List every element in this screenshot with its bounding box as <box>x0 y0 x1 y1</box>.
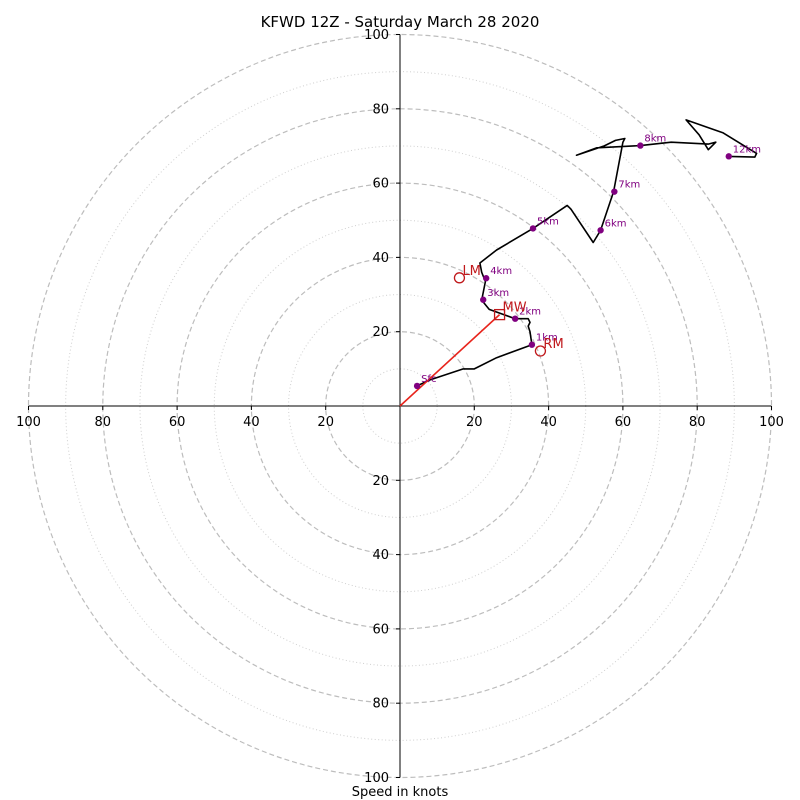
storm-motion-marker-MW <box>493 308 506 321</box>
height-label-2km: 2km <box>519 307 541 318</box>
height-dot-3km <box>480 296 487 303</box>
y-tick-label-neg-20: 20 <box>372 474 389 489</box>
y-tick-label-neg-100: 100 <box>364 771 389 786</box>
height-label-5km: 5km <box>537 216 559 227</box>
height-label-3km: 3km <box>487 288 509 299</box>
storm-motion-marker-RM <box>534 345 547 357</box>
x-tick-label-neg-40: 40 <box>243 415 260 430</box>
y-tick-label-pos-80: 80 <box>372 102 389 117</box>
tick-labels: 20 20 20 20 40 40 40 40 60 60 60 60 80 80 80 80 100 100 10… <box>16 28 784 786</box>
shear-vector-line <box>399 314 501 407</box>
height-label-8km: 8km <box>644 134 666 145</box>
x-tick-label-pos-60: 60 <box>615 415 632 430</box>
height-label-Sfc: Sfc <box>421 374 436 385</box>
height-label-6km: 6km <box>605 218 627 229</box>
y-tick-label-neg-40: 40 <box>372 548 389 563</box>
y-tick-label-neg-60: 60 <box>372 622 389 637</box>
height-label-12km: 12km <box>733 144 761 155</box>
hodograph-series <box>416 119 758 387</box>
x-tick-label-pos-40: 40 <box>540 415 557 430</box>
height-dot-8km <box>637 142 644 149</box>
y-tick-label-pos-40: 40 <box>372 251 389 266</box>
y-tick-label-pos-60: 60 <box>372 177 389 192</box>
chart-title: KFWD 12Z - Saturday March 28 2020 <box>261 13 540 31</box>
height-dot-4km <box>482 275 490 282</box>
storm-motion-label-LM: LM <box>462 264 480 279</box>
y-tick-label-neg-80: 80 <box>372 697 389 712</box>
y-tick-label-pos-20: 20 <box>372 325 389 340</box>
y-tick-label-pos-100: 100 <box>364 28 389 43</box>
x-tick-label-neg-20: 20 <box>317 415 334 430</box>
height-dot-6km <box>597 227 604 234</box>
x-tick-label-neg-80: 80 <box>95 415 112 430</box>
height-dot-5km <box>529 225 537 232</box>
x-axis-label: Speed in knots <box>352 785 449 800</box>
storm-motion-marker-LM <box>453 272 466 284</box>
height-label-4km: 4km <box>490 266 512 277</box>
storm-motion-label-MW: MW <box>503 301 527 316</box>
x-tick-label-neg-100: 100 <box>16 415 41 430</box>
height-markers: Sfc 1km 2km 3km 4km 5km 6km 7km 8km 12km <box>413 134 761 390</box>
shear-vector-group <box>399 314 501 407</box>
x-tick-label-pos-100: 100 <box>759 415 784 430</box>
storm-motion-markers: LM RM MW <box>453 264 564 357</box>
x-tick-label-neg-60: 60 <box>169 415 186 430</box>
height-dot-7km <box>611 188 618 195</box>
hodograph-trace <box>416 119 758 387</box>
height-dot-1km <box>528 341 536 348</box>
x-tick-label-pos-20: 20 <box>466 415 483 430</box>
x-tick-label-pos-80: 80 <box>689 415 706 430</box>
height-label-7km: 7km <box>618 180 640 191</box>
height-dot-2km <box>511 315 519 322</box>
height-dot-Sfc <box>413 382 421 390</box>
height-label-1km: 1km <box>536 333 558 344</box>
height-dot-12km <box>725 153 732 160</box>
storm-motion-label-RM: RM <box>543 337 563 352</box>
